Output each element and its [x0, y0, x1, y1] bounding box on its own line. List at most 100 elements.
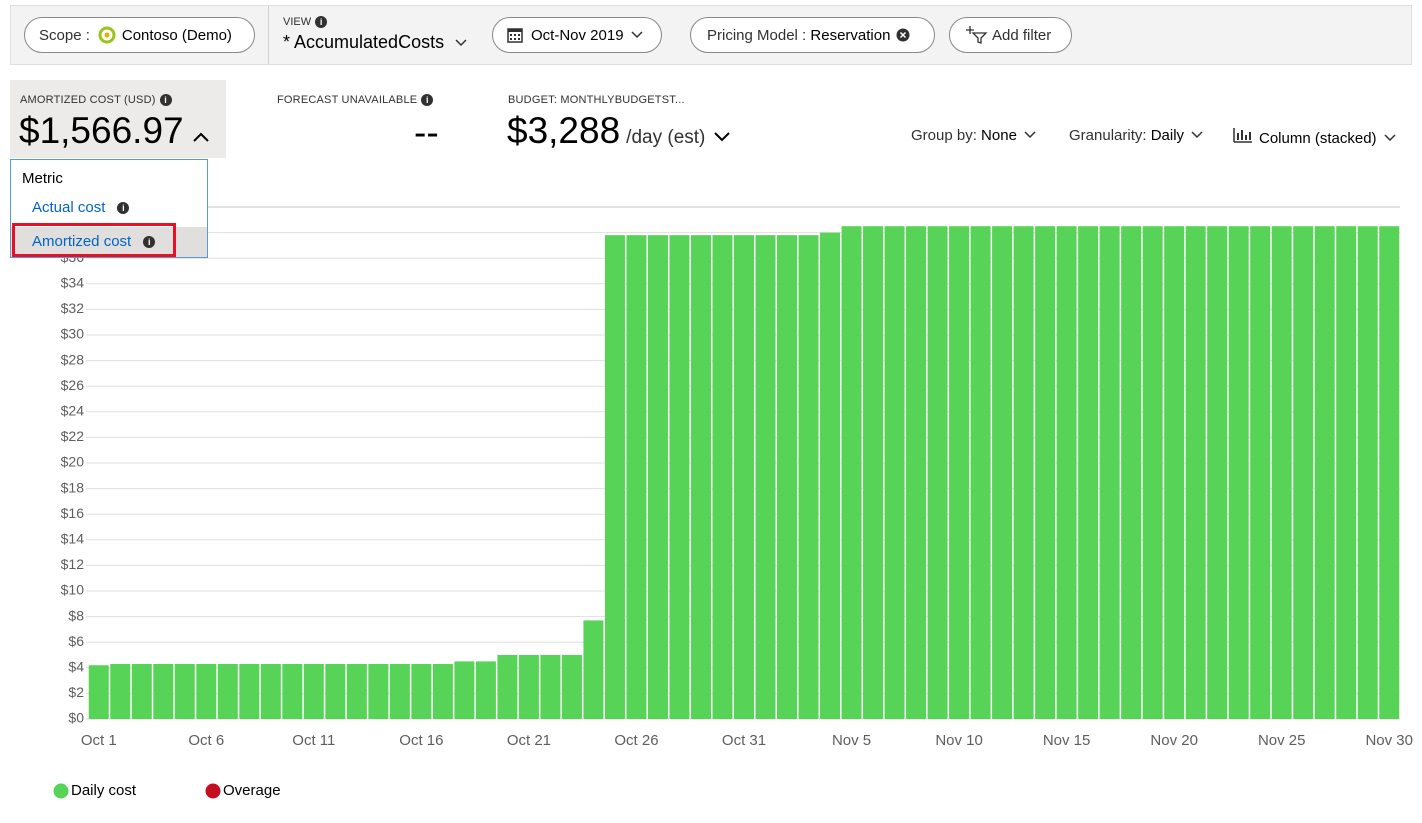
- menu-option[interactable]: Amortized cost i: [11, 223, 207, 257]
- bar: [497, 655, 518, 719]
- view-selector[interactable]: * AccumulatedCosts: [283, 32, 468, 53]
- kpi-value: $1,566.97: [19, 110, 184, 151]
- bar: [303, 663, 324, 719]
- y-tick-label: $20: [61, 454, 85, 470]
- view-label-wrap: VIEW i: [283, 16, 328, 29]
- y-tick-label: $32: [61, 300, 85, 316]
- bar: [712, 235, 733, 719]
- bar: [411, 663, 432, 719]
- bar: [88, 665, 109, 719]
- bar: [1035, 226, 1056, 719]
- group-by[interactable]: Group by: None: [911, 127, 1037, 144]
- bar: [389, 663, 410, 719]
- bar: [1336, 226, 1357, 719]
- bar: [863, 226, 884, 719]
- bar: [626, 235, 647, 719]
- bar: [906, 226, 927, 719]
- bar: [239, 663, 260, 719]
- x-tick-label: Oct 21: [507, 732, 551, 749]
- add-filter-button[interactable]: Add filter: [949, 17, 1072, 53]
- bar: [1142, 226, 1163, 719]
- kpi-unit: /day (est): [626, 127, 706, 148]
- option-label: Amortized cost: [32, 233, 132, 250]
- filter-pill[interactable]: Pricing Model : Reservation: [690, 17, 935, 53]
- y-tick-label: $22: [61, 428, 85, 444]
- bar: [1078, 226, 1099, 719]
- bar: [325, 663, 346, 719]
- bar: [282, 663, 303, 719]
- chevron: [1024, 131, 1036, 139]
- y-tick-label: $26: [61, 377, 85, 393]
- bar: [260, 663, 281, 719]
- granularity[interactable]: Granularity: Daily: [1069, 127, 1204, 144]
- info-icon: i: [159, 94, 172, 107]
- y-tick-label: $12: [61, 556, 85, 572]
- menu-option[interactable]: Actual cost i: [11, 193, 207, 223]
- kpi-value: $3,288: [507, 110, 621, 151]
- x-tick-label: Oct 1: [81, 732, 117, 749]
- bar: [196, 663, 217, 719]
- kpi-value-wrap[interactable]: $1,566.97: [19, 110, 210, 152]
- x-tick-label: Oct 31: [722, 732, 766, 749]
- chevron-up: [192, 132, 209, 142]
- legend-marker: [53, 783, 69, 799]
- bar: [346, 663, 367, 719]
- x-tick-label: Nov 25: [1258, 732, 1306, 749]
- view-value: * AccumulatedCosts: [283, 32, 445, 52]
- bar: [755, 235, 776, 719]
- y-tick-label: $34: [61, 275, 85, 291]
- column-icon: [1233, 128, 1252, 143]
- chevron: [631, 31, 643, 39]
- chevron: [1191, 131, 1203, 139]
- bar: [777, 235, 798, 719]
- date-range: Oct-Nov 2019: [531, 26, 624, 44]
- x-tick-label: Nov 15: [1043, 732, 1091, 749]
- legend-label: Overage: [223, 782, 281, 799]
- filter-label: Pricing Model :: [707, 26, 807, 44]
- kpi-label-text: FORECAST UNAVAILABLE: [277, 94, 418, 106]
- control-label: Granularity:: [1069, 127, 1147, 144]
- bar: [1056, 226, 1077, 719]
- option-label: Actual cost: [32, 199, 106, 216]
- bar: [131, 663, 152, 719]
- bar: [949, 226, 970, 719]
- chart-type[interactable]: Column (stacked): [1233, 127, 1397, 147]
- kpi-value: --: [414, 112, 439, 153]
- chevron: [455, 39, 467, 47]
- control-value: Column (stacked): [1259, 130, 1377, 147]
- remove-filter[interactable]: [896, 28, 910, 42]
- x-tick-label: Nov 10: [935, 732, 983, 749]
- scope-icon: [98, 26, 116, 44]
- bar: [992, 226, 1013, 719]
- bar: [970, 226, 991, 719]
- bar: [518, 655, 539, 719]
- filter-icon: [966, 26, 988, 44]
- bar: [884, 226, 905, 719]
- bar: [561, 655, 582, 719]
- y-tick-label: $6: [68, 633, 84, 649]
- calendar-icon: [507, 28, 523, 43]
- bar: [647, 235, 668, 719]
- kpi-label: FORECAST UNAVAILABLE i: [277, 94, 434, 107]
- bar: [798, 235, 819, 719]
- scope-button[interactable]: Scope : Contoso (Demo): [24, 17, 255, 53]
- y-tick-label: $24: [61, 403, 85, 419]
- bar: [1121, 226, 1142, 719]
- bar: [1357, 226, 1378, 719]
- y-tick-label: $28: [61, 351, 85, 367]
- bar: [690, 235, 711, 719]
- kpi-budget[interactable]: $3,288/day (est): [507, 110, 731, 152]
- highlight-frame: [12, 223, 176, 257]
- bar: [1185, 226, 1206, 719]
- bar: [1013, 226, 1034, 719]
- bar: [475, 661, 496, 719]
- date-button[interactable]: Oct-Nov 2019: [492, 17, 662, 53]
- bar: [1250, 226, 1271, 719]
- bar: [841, 226, 862, 719]
- bar: [217, 663, 238, 719]
- bar: [820, 232, 841, 719]
- chevron: [1384, 134, 1396, 142]
- control-label: Group by:: [911, 127, 977, 144]
- bar: [1164, 226, 1185, 719]
